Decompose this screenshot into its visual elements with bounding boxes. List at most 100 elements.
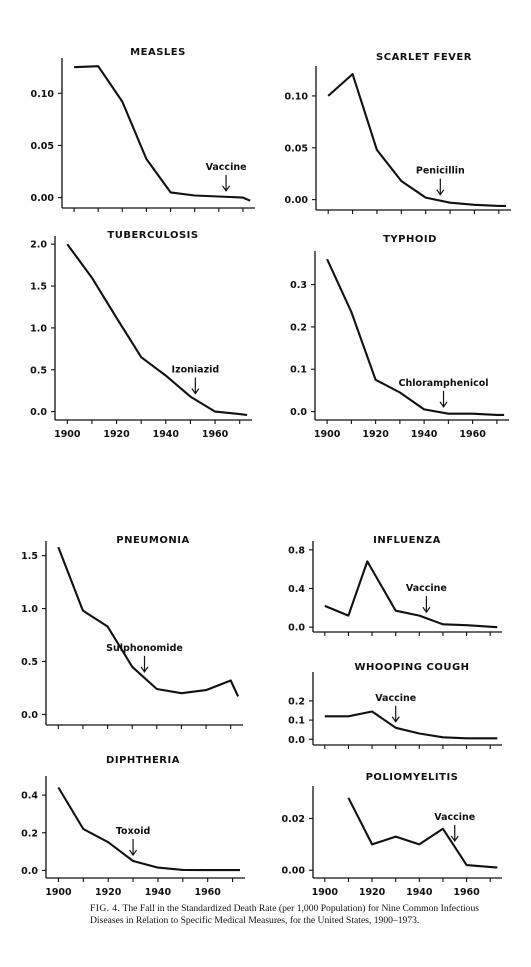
- panel-title: PNEUMONIA: [116, 535, 189, 546]
- down-arrow-icon: [422, 596, 431, 614]
- y-tick-label: 0.00: [285, 195, 309, 206]
- y-tick-label: 0.8: [288, 545, 305, 556]
- y-tick-label: 0.0: [21, 710, 38, 721]
- panel-typhoid: TYPHOID 0.0 0.1 0.2 0.3 1900 1920 1940 1960 Chlor…: [290, 234, 509, 440]
- panel-title: WHOOPING COUGH: [354, 662, 469, 673]
- panel-title: INFLUENZA: [373, 535, 441, 546]
- y-tick-label: 0.00: [31, 193, 55, 204]
- caption-text: The Fall in the Standardized Death Rate …: [90, 903, 479, 927]
- arrow-head: [191, 388, 200, 395]
- series-line: [324, 560, 498, 629]
- down-arrow-icon: [450, 824, 459, 842]
- arrow-head: [140, 666, 149, 673]
- y-tick-label: 0.2: [288, 696, 305, 707]
- x-tick-label: 1940: [145, 887, 172, 898]
- y-tick-label: 0.10: [285, 91, 309, 102]
- y-tick-label: 0.2: [21, 828, 38, 839]
- intervention-label: Vaccine: [375, 693, 416, 704]
- x-tick-label: 1940: [153, 429, 180, 440]
- x-tick-label: 1960: [194, 887, 221, 898]
- intervention-label: Chloramphenicol: [399, 378, 489, 389]
- x-tick-label: 1900: [45, 887, 72, 898]
- series-line: [74, 65, 251, 202]
- down-arrow-icon: [222, 174, 231, 192]
- y-tick-label: 0.0: [30, 407, 47, 418]
- y-tick-label: 0.2: [290, 322, 307, 333]
- y-tick-label: 0.05: [285, 143, 308, 154]
- y-tick-label: 0.0: [21, 866, 38, 877]
- x-tick-label: 1940: [406, 887, 433, 898]
- down-arrow-icon: [439, 390, 448, 408]
- x-tick-label: 1920: [95, 887, 122, 898]
- x-tick-label: 1960: [459, 429, 486, 440]
- series-line: [327, 73, 507, 207]
- y-tick-label: 0.4: [21, 791, 38, 802]
- panel-title: TUBERCULOSIS: [107, 230, 198, 241]
- panel-pneumonia: PNEUMONIA 0.0 0.5 1.0 1.5 Sulphonomide: [21, 535, 243, 729]
- down-arrow-icon: [391, 705, 400, 723]
- y-tick-label: 1.5: [21, 551, 38, 562]
- series-line: [326, 258, 505, 416]
- y-tick-label: 0.10: [31, 89, 55, 100]
- arrow-head: [422, 606, 431, 614]
- series-line: [324, 710, 498, 740]
- x-tick-label: 1920: [359, 887, 386, 898]
- x-tick-label: 1900: [54, 429, 81, 440]
- intervention-label: Penicillin: [416, 166, 465, 177]
- y-tick-label: 0.1: [290, 365, 307, 376]
- panel-tuberculosis: TUBERCULOSIS 0.0 0.5 1.0 1.5 2.0 1900 1920 1940 1…: [30, 230, 252, 440]
- arrow-head: [439, 401, 448, 408]
- panel-title: MEASLES: [130, 47, 186, 58]
- y-tick-label: 0.0: [290, 407, 307, 418]
- down-arrow-icon: [436, 178, 445, 196]
- x-tick-label: 1960: [453, 887, 480, 898]
- series-line: [66, 243, 248, 417]
- y-tick-label: 1.0: [21, 604, 38, 615]
- y-tick-label: 2.0: [30, 240, 47, 251]
- panel-diphtheria: DIPHTHERIA 0.0 0.2 0.4 1900 1920 1940 1960 Toxoi…: [21, 755, 245, 898]
- figure-caption: FIG. 4. The Fall in the Standardized Dea…: [90, 903, 510, 928]
- y-tick-label: 1.0: [30, 323, 47, 334]
- y-tick-label: 0.4: [288, 584, 305, 595]
- down-arrow-icon: [129, 839, 138, 857]
- x-tick-label: 1920: [362, 429, 389, 440]
- intervention-label: Vaccine: [406, 583, 447, 594]
- y-tick-label: 0.3: [290, 280, 307, 291]
- arrow-head: [391, 716, 400, 723]
- panel-poliomyelitis: POLIOMYELITIS 0.00 0.02 1900 1920 1940 1960 Vac…: [282, 772, 502, 898]
- x-tick-label: 1960: [202, 429, 229, 440]
- panel-influenza: INFLUENZA 0.0 0.4 0.8 Vaccine: [288, 535, 502, 636]
- y-tick-label: 0.05: [31, 141, 54, 152]
- panel-title: POLIOMYELITIS: [366, 772, 459, 783]
- down-arrow-icon: [140, 655, 149, 673]
- intervention-label: Izoniazid: [172, 365, 220, 376]
- y-tick-label: 1.5: [30, 282, 47, 293]
- arrow-head: [450, 835, 459, 842]
- y-tick-label: 0.00: [282, 866, 306, 877]
- panel-scarlet-fever: SCARLET FEVER 0.00 0.05 0.10 Penicillin: [285, 52, 511, 214]
- down-arrow-icon: [191, 377, 200, 395]
- series-line: [347, 797, 498, 869]
- series-line: [57, 786, 240, 872]
- y-tick-label: 0.5: [30, 365, 47, 376]
- arrow-head: [222, 185, 231, 192]
- y-tick-label: 0.0: [288, 623, 305, 634]
- y-tick-label: 0.0: [288, 735, 305, 746]
- panel-whooping-cough: WHOOPING COUGH 0.0 0.1 0.2 Vaccine: [288, 662, 502, 749]
- arrow-head: [129, 849, 138, 857]
- intervention-label: Toxoid: [116, 826, 150, 837]
- panel-title: SCARLET FEVER: [376, 52, 472, 63]
- intervention-label: Vaccine: [206, 162, 247, 173]
- series-line: [57, 546, 240, 697]
- caption-label: FIG. 4.: [90, 903, 121, 914]
- y-tick-label: 0.02: [282, 814, 305, 825]
- panel-title: DIPHTHERIA: [106, 755, 180, 766]
- y-tick-label: 0.5: [21, 657, 38, 668]
- panel-measles: MEASLES 0.00 0.05 0.10 Vaccine: [31, 47, 255, 212]
- y-tick-label: 0.1: [288, 716, 305, 727]
- x-tick-label: 1900: [312, 887, 339, 898]
- intervention-label: Sulphonomide: [106, 643, 183, 654]
- intervention-label: Vaccine: [434, 812, 475, 823]
- x-tick-label: 1900: [314, 429, 341, 440]
